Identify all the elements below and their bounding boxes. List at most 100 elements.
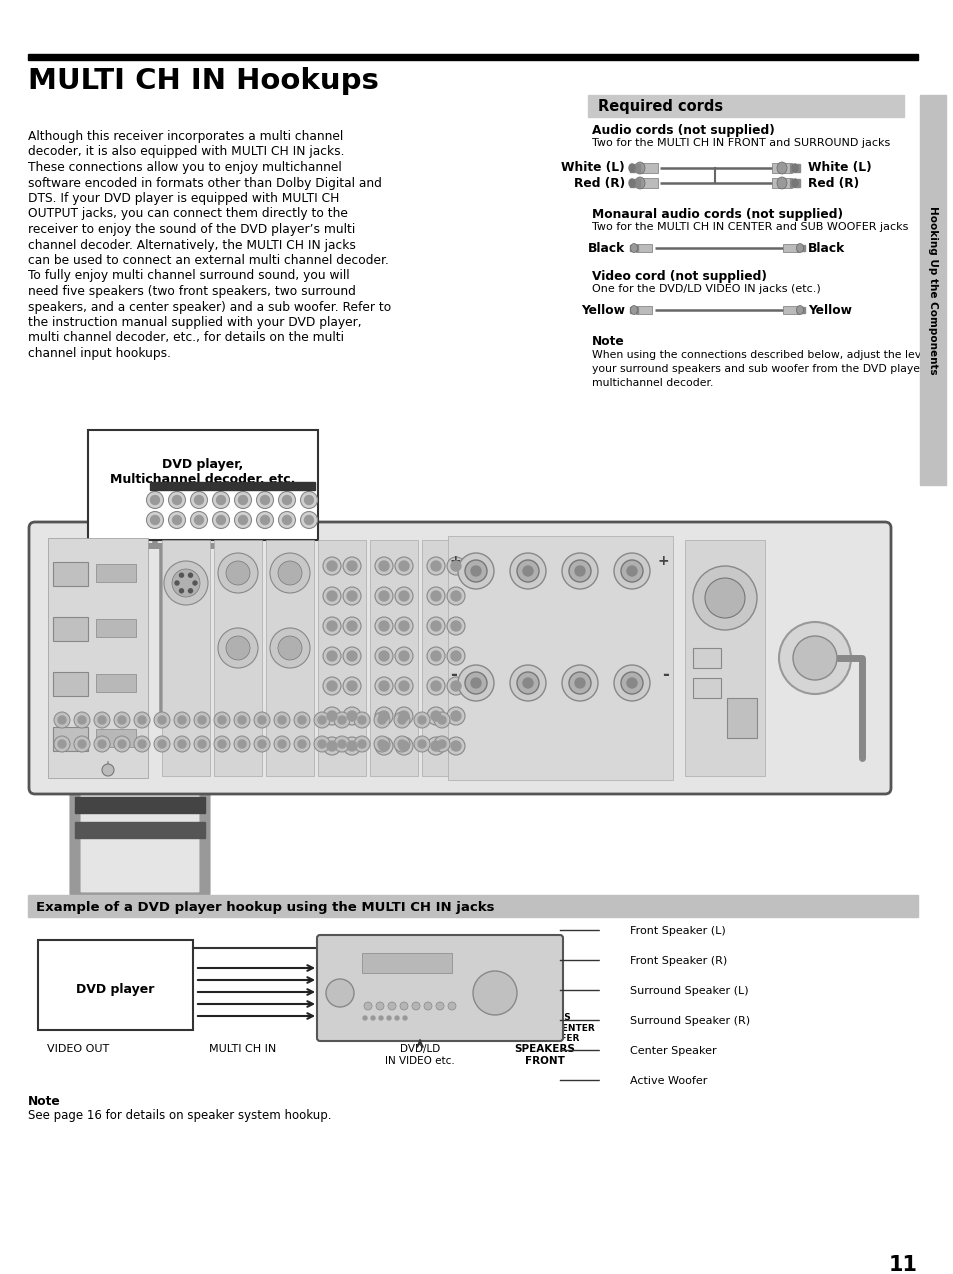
Bar [782,245,799,252]
Circle shape [398,741,409,750]
Circle shape [172,569,200,598]
Text: Yellow: Yellow [807,303,851,316]
Text: Audio cords (not supplied): Audio cords (not supplied) [592,124,774,138]
Circle shape [327,561,336,571]
Circle shape [173,736,190,752]
Circle shape [363,1015,367,1020]
Ellipse shape [635,177,644,189]
Circle shape [216,496,225,505]
Circle shape [237,740,246,748]
Circle shape [327,620,336,631]
Circle shape [191,492,208,508]
Text: -: - [661,666,668,684]
Bar [599,1012,625,1028]
Circle shape [364,1001,372,1010]
Circle shape [327,741,336,750]
Circle shape [473,971,517,1015]
Circle shape [337,740,346,748]
Circle shape [378,561,389,571]
Circle shape [304,496,314,505]
Circle shape [300,511,317,529]
Circle shape [277,561,302,585]
Ellipse shape [630,243,637,252]
Circle shape [378,591,389,601]
Circle shape [779,622,850,694]
Text: Surround Speaker (L): Surround Speaker (L) [629,986,748,996]
Circle shape [226,561,250,585]
Circle shape [427,707,444,725]
Circle shape [395,1015,398,1020]
Circle shape [395,676,413,696]
Circle shape [354,712,370,727]
Text: Red (R): Red (R) [807,177,859,190]
Circle shape [388,1001,395,1010]
Circle shape [294,736,310,752]
Circle shape [417,716,426,724]
Circle shape [334,736,350,752]
Circle shape [471,678,480,688]
Circle shape [78,716,86,724]
Circle shape [174,581,179,585]
Text: OUTPUT jacks, you can connect them directly to the: OUTPUT jacks, you can connect them direc… [28,208,348,220]
Text: Surround Speaker (R): Surround Speaker (R) [629,1015,749,1026]
Circle shape [347,561,356,571]
Text: software encoded in formats other than Dolby Digital and: software encoded in formats other than D… [28,177,381,190]
Circle shape [323,676,340,696]
Circle shape [189,573,193,577]
Circle shape [431,561,440,571]
Text: Active Woofer: Active Woofer [629,1077,706,1085]
Circle shape [256,492,274,508]
Circle shape [387,1015,391,1020]
Text: DVD player: DVD player [76,982,154,995]
Bar [448,536,672,780]
Circle shape [327,711,336,721]
Text: Two for the MULTI CH IN CENTER and SUB WOOFER jacks: Two for the MULTI CH IN CENTER and SUB W… [592,222,907,232]
Circle shape [378,620,389,631]
Circle shape [412,1001,419,1010]
Circle shape [375,617,393,634]
Circle shape [614,553,649,589]
Circle shape [620,671,642,694]
Circle shape [464,561,486,582]
Ellipse shape [791,164,797,172]
Text: ⊥: ⊥ [102,761,114,775]
Circle shape [375,736,393,755]
Circle shape [375,557,393,575]
Circle shape [395,736,413,755]
Circle shape [317,740,326,748]
Circle shape [118,740,126,748]
Circle shape [133,712,150,727]
Circle shape [398,561,409,571]
Circle shape [448,1001,456,1010]
Circle shape [94,736,110,752]
Circle shape [158,740,166,748]
Text: your surround speakers and sub woofer from the DVD player or: your surround speakers and sub woofer fr… [592,364,939,375]
Circle shape [194,516,203,525]
Text: Hooking Up the Components: Hooking Up the Components [927,205,937,375]
Circle shape [436,1001,443,1010]
Circle shape [347,682,356,691]
Bar [421,540,470,776]
Circle shape [277,716,286,724]
Circle shape [575,678,584,688]
Bar [692,648,720,668]
Circle shape [277,636,302,660]
Circle shape [451,682,460,691]
Text: Although this receiver incorporates a multi channel: Although this receiver incorporates a mu… [28,130,343,143]
Bar [692,678,720,698]
Circle shape [153,712,170,727]
Circle shape [94,712,110,727]
Circle shape [260,516,269,525]
Circle shape [371,1015,375,1020]
Circle shape [323,617,340,634]
Bar [88,431,317,540]
Circle shape [375,676,393,696]
Circle shape [138,716,146,724]
Circle shape [297,740,306,748]
Circle shape [314,736,330,752]
Circle shape [704,578,744,618]
Circle shape [437,740,446,748]
Circle shape [317,716,326,724]
Circle shape [323,647,340,665]
Circle shape [274,712,290,727]
